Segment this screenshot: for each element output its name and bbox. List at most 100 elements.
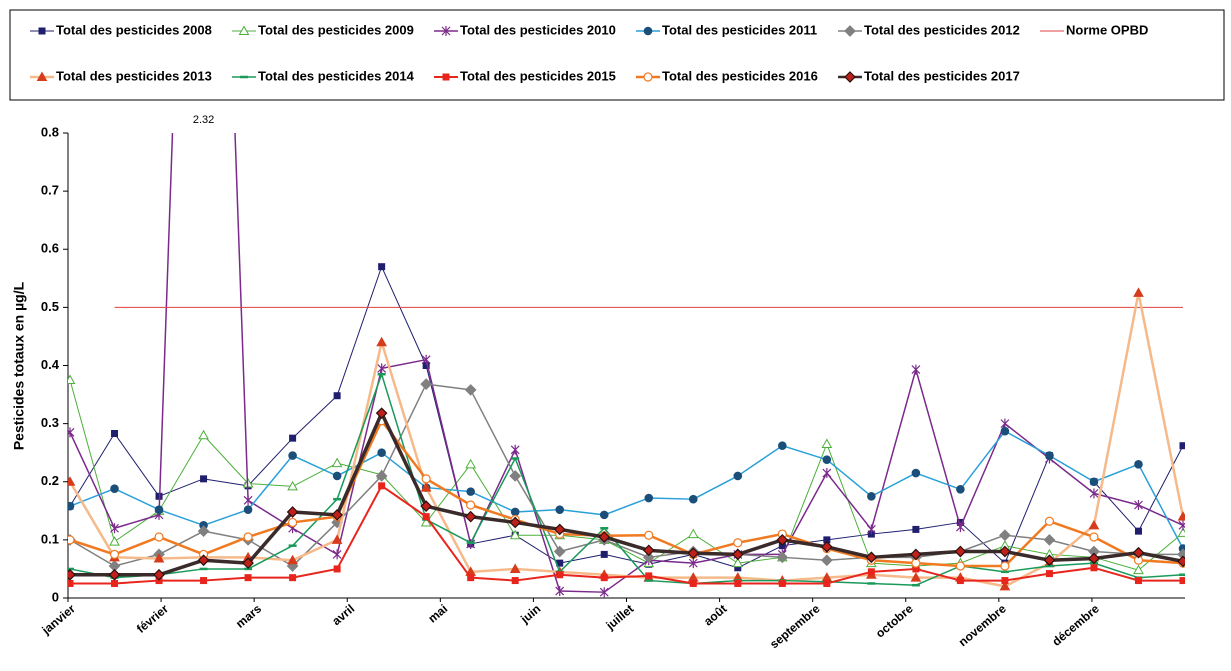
marker <box>556 559 564 567</box>
marker <box>331 509 343 521</box>
marker <box>331 534 343 544</box>
marker <box>600 574 608 582</box>
marker <box>821 438 833 448</box>
marker <box>466 487 475 496</box>
marker <box>1178 520 1185 531</box>
marker <box>1043 534 1056 546</box>
marker <box>1134 500 1143 510</box>
marker <box>910 572 922 582</box>
legend-label: Total des pesticides 2015 <box>460 68 616 83</box>
x-tick-label: décembre <box>1049 601 1102 648</box>
marker <box>1000 561 1010 571</box>
marker <box>1134 460 1143 469</box>
legend-label: Total des pesticides 2016 <box>662 68 818 83</box>
marker <box>844 71 856 83</box>
marker <box>642 551 655 564</box>
marker <box>153 568 165 581</box>
marker <box>1179 577 1185 585</box>
marker <box>289 434 297 442</box>
marker <box>999 545 1011 558</box>
marker <box>238 25 250 35</box>
marker <box>1045 570 1053 578</box>
legend-label: Total des pesticides 2017 <box>864 68 1020 83</box>
marker <box>1179 442 1185 450</box>
plot-area <box>68 133 1185 598</box>
marker <box>822 468 832 479</box>
marker <box>733 471 743 481</box>
y-axis-label: Pesticides totaux en µg/L <box>11 281 27 450</box>
marker <box>198 429 209 440</box>
y-tick-label: 0 <box>52 589 59 604</box>
marker <box>378 263 386 271</box>
series-line <box>69 266 1184 569</box>
marker <box>333 565 341 573</box>
marker <box>1133 287 1144 297</box>
marker <box>288 517 298 528</box>
marker <box>866 524 876 535</box>
marker <box>509 516 522 529</box>
marker <box>599 510 609 520</box>
marker <box>375 470 388 482</box>
marker <box>421 474 431 484</box>
marker <box>154 505 164 514</box>
marker <box>153 552 165 563</box>
marker <box>288 451 297 460</box>
marker <box>331 457 343 468</box>
marker <box>912 565 920 573</box>
marker <box>1177 527 1185 537</box>
marker <box>599 587 609 598</box>
marker <box>645 572 653 580</box>
series-line <box>69 379 1184 571</box>
marker <box>731 548 744 561</box>
legend-label: Total des pesticides 2010 <box>460 22 616 37</box>
marker <box>466 500 476 510</box>
marker <box>555 586 565 597</box>
marker <box>1133 564 1144 575</box>
marker <box>955 561 966 571</box>
legend-label: Total des pesticides 2011 <box>662 22 817 37</box>
marker <box>912 525 920 533</box>
marker <box>511 577 519 585</box>
marker <box>911 468 921 478</box>
x-tick-label: octobre <box>873 601 916 640</box>
marker <box>243 505 253 514</box>
marker <box>598 531 611 543</box>
marker <box>465 458 477 469</box>
marker <box>688 494 698 504</box>
x-tick-label: janvier <box>39 601 79 637</box>
marker <box>688 558 698 569</box>
marker <box>464 510 477 523</box>
marker <box>1088 519 1100 530</box>
marker <box>555 505 565 514</box>
marker <box>467 574 475 582</box>
series-line <box>70 411 1184 577</box>
marker <box>332 471 342 481</box>
marker <box>109 549 120 560</box>
legend-label: Norme OPBD <box>1066 22 1148 37</box>
marker <box>1089 477 1099 487</box>
marker <box>420 516 432 527</box>
marker <box>776 551 789 564</box>
marker <box>732 557 744 568</box>
marker <box>1177 511 1185 521</box>
y-tick-label: 0.5 <box>41 299 59 314</box>
y-tick-label: 0.7 <box>41 183 59 198</box>
x-tick-label: mai <box>425 602 450 626</box>
series-line <box>69 419 1184 568</box>
marker <box>687 528 699 539</box>
x-tick-label: septembre <box>767 601 823 651</box>
marker <box>867 491 876 501</box>
marker <box>1045 451 1054 460</box>
marker <box>820 554 833 567</box>
marker <box>38 27 46 35</box>
legend-label: Total des pesticides 2014 <box>258 68 415 83</box>
legend-label: Total des pesticides 2012 <box>864 22 1020 37</box>
y-tick-label: 0.6 <box>41 241 59 256</box>
marker <box>422 513 430 521</box>
marker <box>999 580 1011 591</box>
marker <box>956 485 965 494</box>
marker <box>286 560 299 572</box>
marker <box>643 72 653 82</box>
marker <box>333 392 341 400</box>
